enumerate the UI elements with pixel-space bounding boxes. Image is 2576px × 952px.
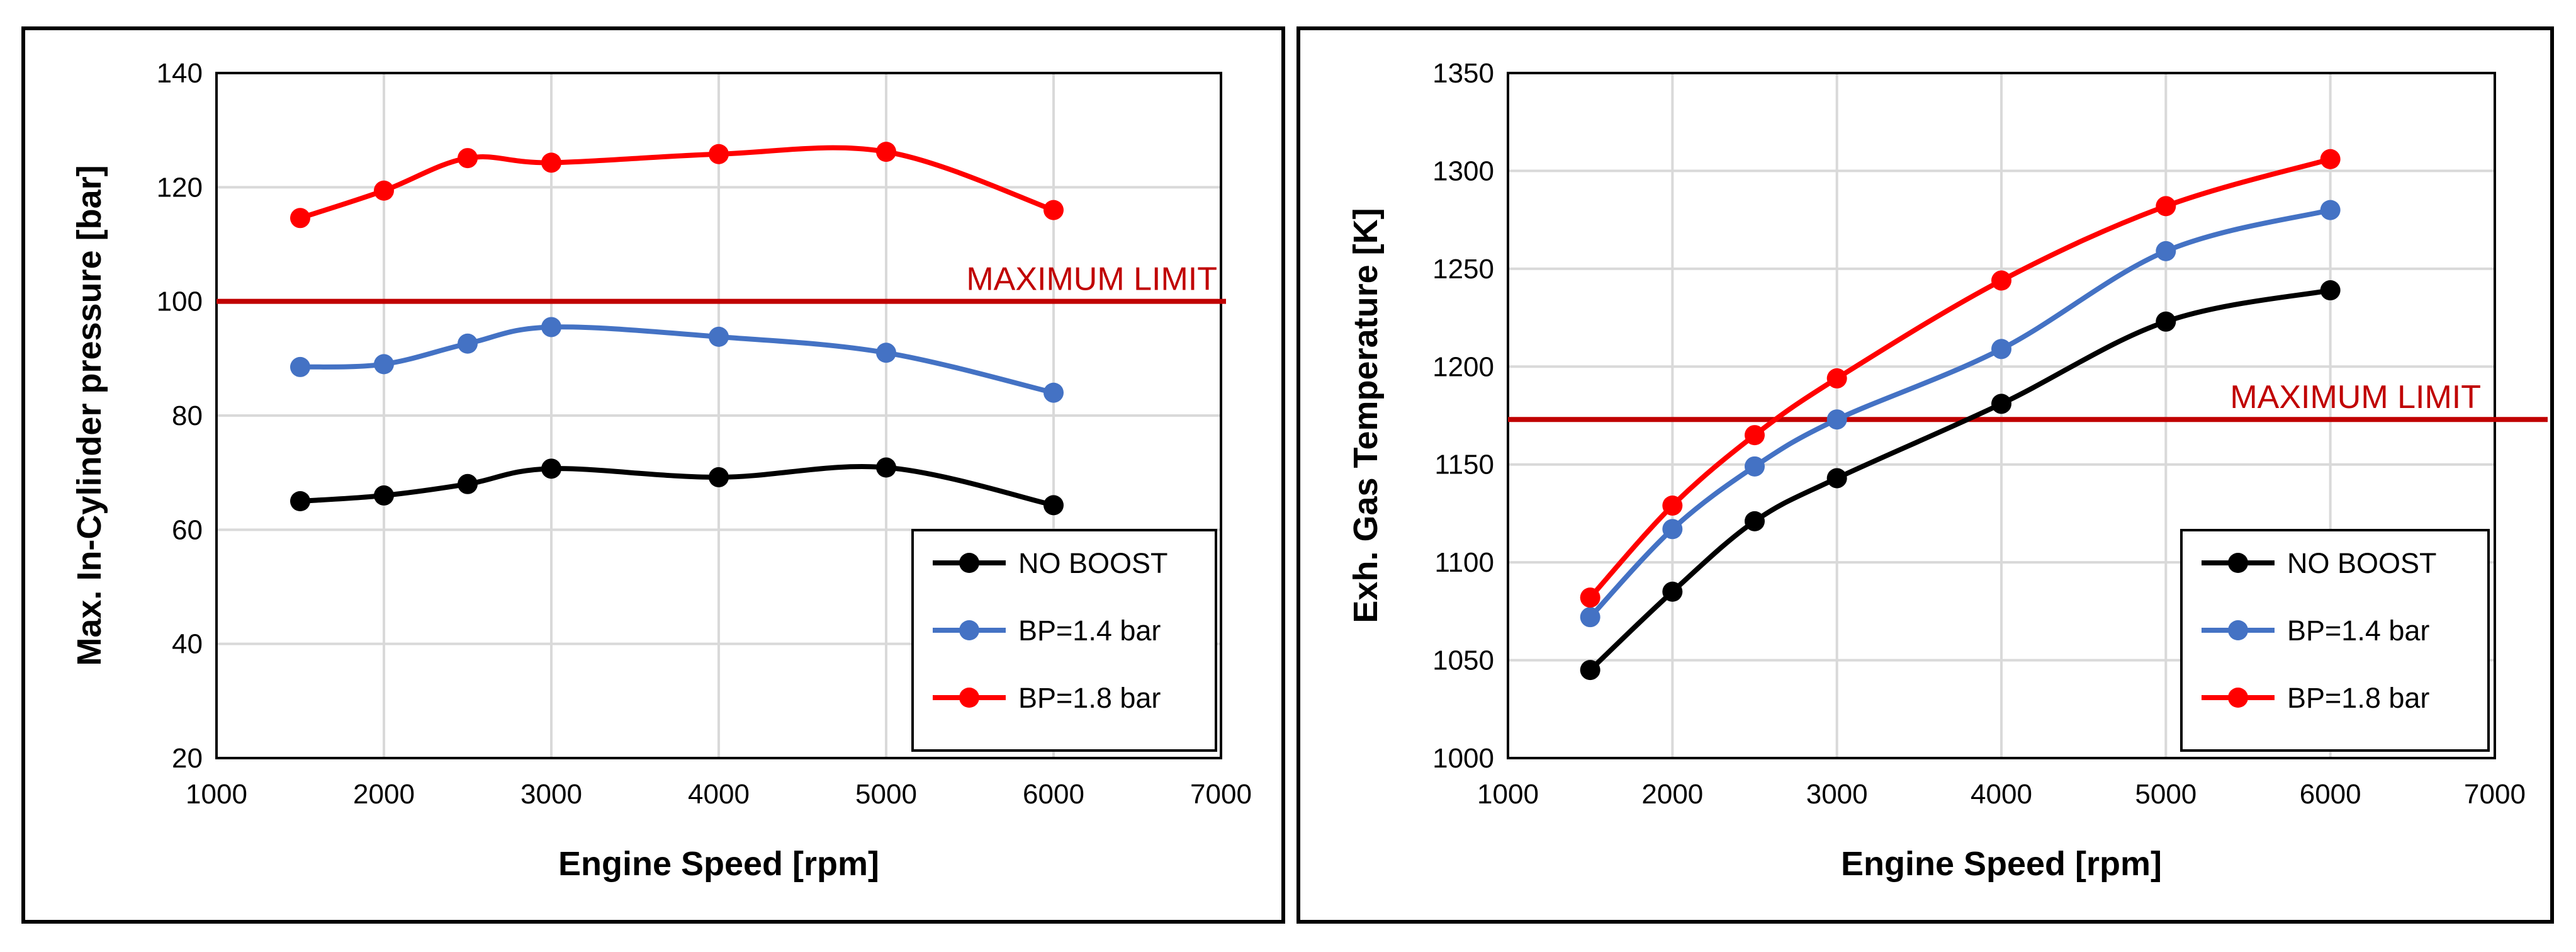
- x-axis-title: Engine Speed [rpm]: [1841, 845, 2162, 883]
- pressure-chart: 1000 2000 3000 4000 5000 6000 7000 20 40 60 80 100 1…: [70, 58, 1252, 883]
- x-tick-label: 4000: [688, 779, 750, 810]
- data-point-no-boost: [1991, 394, 2011, 414]
- x-tick-label: 7000: [1190, 779, 1252, 810]
- maximum-limit-label: MAXIMUM LIMIT: [966, 261, 1217, 298]
- y-tick-label: 1050: [1432, 645, 1494, 676]
- legend-label-bp-1-8: BP=1.8 bar: [2287, 682, 2429, 714]
- x-tick-label: 2000: [1641, 779, 1703, 810]
- legend-swatch-marker: [2228, 688, 2248, 708]
- y-tick-label: 1200: [1432, 351, 1494, 382]
- data-point-bp-1-8: [541, 152, 561, 173]
- x-tick-label: 7000: [2464, 779, 2526, 810]
- series-line-bp-1-8: [299, 145, 1055, 221]
- y-tick-label: 1250: [1432, 254, 1494, 285]
- data-point-bp-1-4: [1991, 339, 2011, 360]
- right-chart-panel: 1000 2000 3000 4000 5000 6000 7000 1000 1050 1100…: [1296, 26, 2554, 924]
- data-point-bp-1-4: [2156, 241, 2176, 261]
- legend-swatch-marker: [959, 553, 979, 573]
- data-point-bp-1-4: [709, 326, 729, 347]
- data-point-bp-1-8: [709, 144, 729, 164]
- y-tick-label: 80: [172, 400, 203, 431]
- data-point-bp-1-4: [541, 317, 561, 337]
- legend-swatch-marker: [2228, 620, 2248, 640]
- legend-label-bp-1-4: BP=1.4 bar: [1018, 615, 1161, 647]
- legend-label-no-boost: NO BOOST: [1018, 547, 1168, 579]
- data-point-no-boost: [1826, 468, 1847, 489]
- data-point-bp-1-8: [374, 180, 394, 201]
- data-point-no-boost: [876, 457, 896, 478]
- data-point-bp-1-8: [458, 148, 478, 169]
- data-point-bp-1-8: [1826, 368, 1847, 388]
- legend-swatch-marker: [959, 688, 979, 708]
- data-point-no-boost: [1745, 511, 1765, 531]
- y-tick-label: 1300: [1432, 156, 1494, 186]
- legend-label-bp-1-8: BP=1.8 bar: [1018, 682, 1161, 714]
- y-tick-label: 120: [157, 172, 203, 203]
- data-point-bp-1-8: [876, 142, 896, 162]
- data-point-bp-1-4: [1826, 409, 1847, 430]
- data-point-bp-1-4: [1580, 607, 1600, 628]
- data-point-no-boost: [1662, 581, 1683, 602]
- y-axis-title: Max. In-Cylinder pressure [bar]: [70, 165, 108, 666]
- y-tick-label: 1000: [1432, 743, 1494, 774]
- data-point-no-boost: [374, 485, 394, 506]
- x-tick-label: 5000: [2135, 779, 2196, 810]
- legend-swatch-marker: [959, 620, 979, 640]
- legend-label-no-boost: NO BOOST: [2287, 547, 2437, 579]
- x-axis-title: Engine Speed [rpm]: [558, 845, 879, 883]
- x-tick-label: 3000: [1806, 779, 1868, 810]
- data-point-bp-1-4: [876, 343, 896, 363]
- x-tick-label: 5000: [855, 779, 917, 810]
- temperature-chart: 1000 2000 3000 4000 5000 6000 7000 1000 1050 1100…: [1347, 58, 2548, 883]
- data-point-no-boost: [541, 458, 561, 479]
- x-tick-label: 2000: [353, 779, 415, 810]
- data-point-no-boost: [458, 473, 478, 494]
- series-line-no-boost: [300, 464, 1054, 508]
- data-point-no-boost: [2156, 311, 2176, 332]
- legend-label-bp-1-4: BP=1.4 bar: [2287, 615, 2429, 647]
- y-tick-label: 20: [172, 743, 203, 774]
- data-point-bp-1-4: [1662, 519, 1683, 540]
- x-tick-label: 3000: [520, 779, 582, 810]
- y-tick-label: 100: [157, 286, 203, 317]
- data-point-bp-1-8: [1991, 270, 2011, 291]
- data-point-no-boost: [1580, 660, 1600, 681]
- plot-area-border: [215, 72, 1222, 759]
- data-point-bp-1-4: [374, 354, 394, 375]
- y-tick-label: 40: [172, 629, 203, 660]
- y-tick-label: 1350: [1432, 58, 1494, 89]
- data-point-bp-1-4: [1745, 456, 1765, 477]
- data-point-no-boost: [290, 491, 310, 511]
- y-tick-label: 1100: [1434, 547, 1494, 578]
- data-point-bp-1-8: [2320, 149, 2341, 169]
- data-point-bp-1-4: [2320, 200, 2341, 220]
- x-tick-label: 1000: [1477, 779, 1539, 810]
- data-point-bp-1-8: [2156, 196, 2176, 217]
- data-point-bp-1-8: [1043, 200, 1064, 220]
- data-point-bp-1-8: [1662, 495, 1683, 516]
- maximum-limit-label: MAXIMUM LIMIT: [2230, 379, 2481, 416]
- left-chart-panel: 1000 2000 3000 4000 5000 6000 7000 20 40 60 80 100 1…: [21, 26, 1285, 924]
- plot-area-border: [1507, 72, 2496, 759]
- y-axis-title: Exh. Gas Temperature [K]: [1347, 208, 1385, 623]
- y-tick-label: 1150: [1434, 450, 1494, 480]
- data-point-bp-1-4: [458, 333, 478, 354]
- x-tick-label: 1000: [186, 779, 247, 810]
- data-point-no-boost: [709, 467, 729, 487]
- data-point-bp-1-8: [1580, 587, 1600, 608]
- data-point-no-boost: [1043, 495, 1064, 516]
- series-line-bp-1-4: [300, 324, 1054, 395]
- y-tick-label: 60: [172, 514, 203, 545]
- data-point-bp-1-4: [1043, 382, 1064, 403]
- data-point-no-boost: [2320, 280, 2341, 301]
- legend-swatch-marker: [2228, 553, 2248, 573]
- data-point-bp-1-4: [290, 356, 310, 377]
- x-tick-label: 6000: [1023, 779, 1084, 810]
- data-point-bp-1-8: [1745, 425, 1765, 446]
- data-point-bp-1-8: [290, 208, 310, 229]
- x-tick-label: 6000: [2300, 779, 2361, 810]
- x-tick-label: 4000: [1971, 779, 2032, 810]
- y-tick-label: 140: [157, 58, 203, 89]
